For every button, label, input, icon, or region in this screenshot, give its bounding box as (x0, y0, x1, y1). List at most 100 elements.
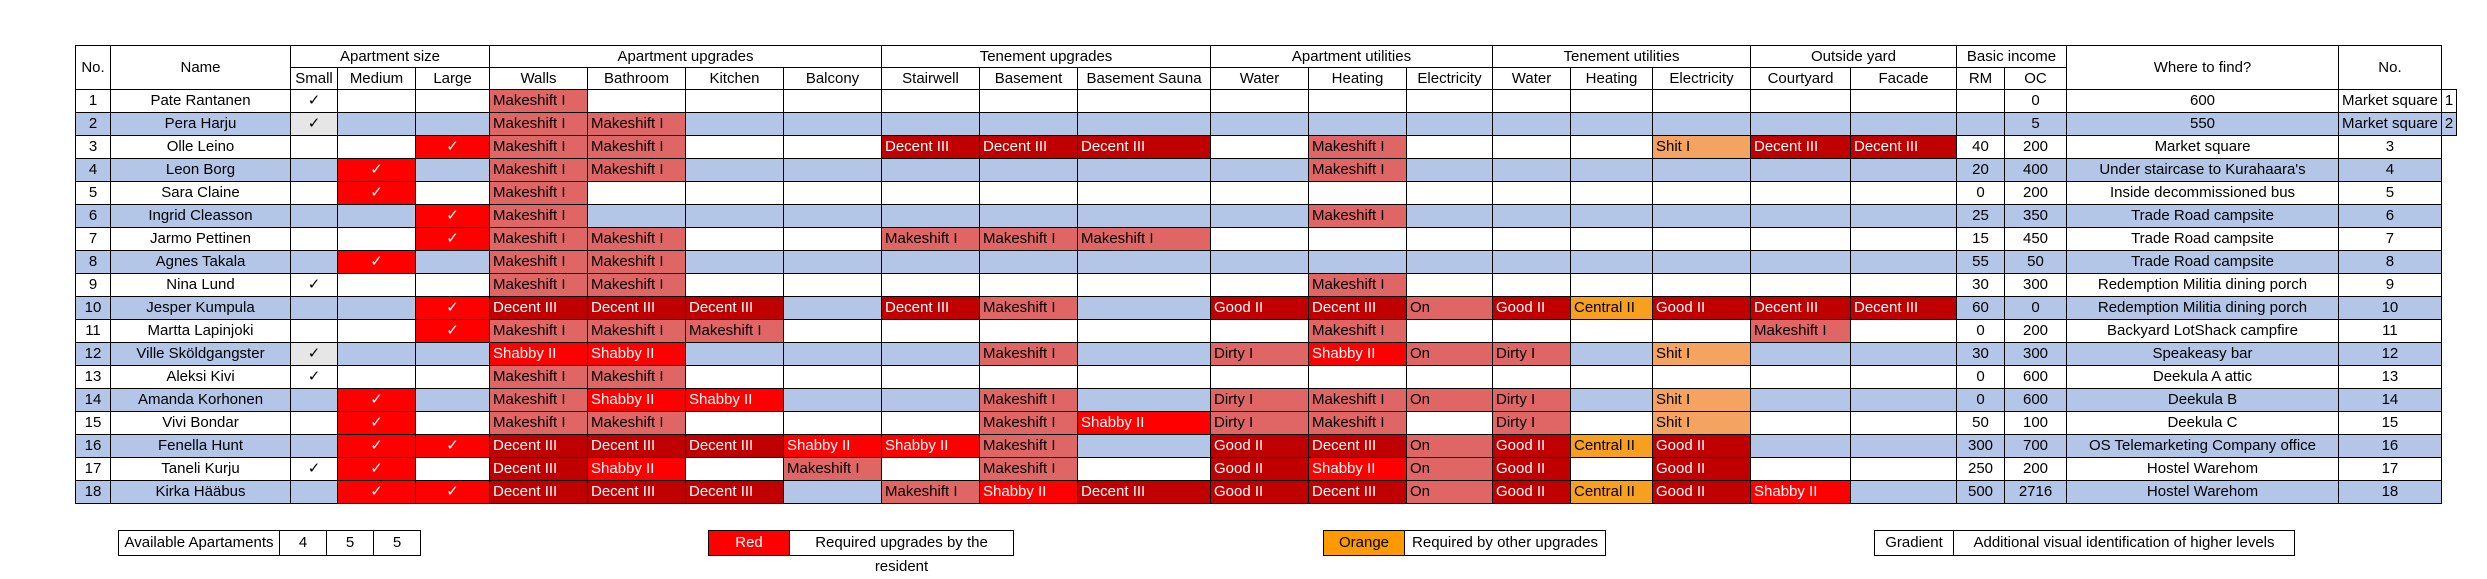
upgrade-cell: Good II (1492, 434, 1571, 458)
upgrade-cell (1308, 181, 1407, 205)
upgrade-cell (1077, 342, 1211, 366)
upgrade-cell: Makeshift I (489, 89, 588, 113)
upgrade-cell: Dirty I (1210, 342, 1309, 366)
upgrade-cell: Good II (1210, 296, 1309, 320)
upgrade-cell (685, 457, 784, 481)
resident-name: Jarmo Pettinen (110, 227, 291, 251)
upgrade-cell (881, 388, 980, 412)
location: Speakeasy bar (2066, 342, 2339, 366)
upgrade-cell: Makeshift I (783, 457, 882, 481)
upgrade-cell (1850, 273, 1957, 297)
upgrade-cell (783, 342, 882, 366)
upgrade-cell: Decent III (489, 480, 588, 504)
upgrade-cell (881, 250, 980, 274)
upgrade-cell (1570, 158, 1653, 182)
resident-name: Pera Harju (110, 112, 291, 136)
size-small-cell (290, 158, 338, 182)
upgrade-cell (1077, 89, 1211, 113)
upgrade-cell (1570, 135, 1653, 159)
upgrade-cell: Decent III (587, 296, 686, 320)
legend-red-swatch: Red (709, 531, 790, 555)
upgrade-cell (783, 273, 882, 297)
upgrade-cell (1750, 227, 1851, 251)
upgrade-cell (685, 250, 784, 274)
upgrade-cell: Makeshift I (1750, 319, 1851, 343)
upgrade-cell (1652, 181, 1751, 205)
location: Redemption Militia dining porch (2066, 296, 2339, 320)
legend-available-medium: 5 (327, 531, 374, 555)
upgrade-cell (1077, 365, 1211, 389)
upgrade-cell (1210, 158, 1309, 182)
upgrade-cell (1652, 365, 1751, 389)
table-row: 13 Aleksi Kivi ✓ Makeshift I Makeshift I 0 600… (75, 365, 2457, 389)
table-row: 3 Olle Leino ✓ Makeshift I Makeshift I Decent… (75, 135, 2457, 159)
upgrade-cell (1570, 273, 1653, 297)
upgrade-cell (1492, 227, 1571, 251)
legend: Available Apartaments 4 5 5 Red Required… (118, 530, 2368, 575)
upgrade-cell (1652, 250, 1751, 274)
size-medium-cell (337, 89, 416, 113)
row-number-right: 3 (2338, 135, 2442, 159)
upgrade-cell: Shabby II (1308, 342, 1407, 366)
upgrade-spreadsheet: No. Name Apartment size Apartment upgrad… (75, 45, 2458, 504)
upgrade-cell: Makeshift I (979, 296, 1078, 320)
income-rm: 0 (1956, 365, 2005, 389)
upgrade-cell (1956, 112, 2005, 136)
upgrade-cell: Makeshift I (587, 365, 686, 389)
upgrade-cell: Makeshift I (1308, 388, 1407, 412)
table-row: 11 Martta Lapinjoki ✓ Makeshift I Makeshift … (75, 319, 2457, 343)
row-number-right: 9 (2338, 273, 2442, 297)
row-number-right: 14 (2338, 388, 2442, 412)
size-large-cell: ✓ (415, 480, 490, 504)
upgrade-cell: On (1406, 457, 1493, 481)
upgrade-cell: Makeshift I (979, 457, 1078, 481)
resident-name: Kirka Hääbus (110, 480, 291, 504)
upgrade-cell: Decent III (587, 480, 686, 504)
upgrade-cell (1406, 273, 1493, 297)
location: Trade Road campsite (2066, 227, 2339, 251)
table-row: 2 Pera Harju ✓ Makeshift I Makeshift I 5 550 Ma… (75, 112, 2458, 136)
upgrade-cell (1850, 89, 1957, 113)
upgrade-cell: Decent III (489, 434, 588, 458)
upgrade-cell: On (1406, 480, 1493, 504)
upgrade-cell: Makeshift I (1308, 411, 1407, 435)
upgrade-cell (1406, 365, 1493, 389)
income-rm: 500 (1956, 480, 2005, 504)
upgrade-cell: Makeshift I (979, 342, 1078, 366)
upgrade-cell: Makeshift I (489, 227, 588, 251)
upgrade-cell: Good II (1652, 296, 1751, 320)
upgrade-cell (1077, 204, 1211, 228)
header-col-10: Water (1210, 67, 1309, 90)
size-large-cell (415, 112, 490, 136)
income-oc: 200 (2004, 457, 2067, 481)
upgrade-cell (1077, 250, 1211, 274)
upgrade-cell (979, 204, 1078, 228)
size-large-cell: ✓ (415, 296, 490, 320)
upgrade-cell: Shabby II (1308, 457, 1407, 481)
table-row: 5 Sara Claine ✓ Makeshift I 0 200 Inside decom… (75, 181, 2457, 205)
upgrade-cell: On (1406, 296, 1493, 320)
resident-name: Jesper Kumpula (110, 296, 291, 320)
location: Market square (2066, 135, 2339, 159)
upgrade-cell: Dirty I (1210, 388, 1309, 412)
upgrade-cell (783, 158, 882, 182)
upgrade-cell (1406, 112, 1493, 136)
size-medium-cell (337, 365, 416, 389)
row-number-right: 17 (2338, 457, 2442, 481)
size-large-cell (415, 273, 490, 297)
upgrade-cell (1570, 89, 1653, 113)
header-outside-yard: Outside yard (1750, 45, 1957, 68)
row-number: 12 (75, 342, 111, 366)
upgrade-cell (1077, 296, 1211, 320)
resident-name: Amanda Korhonen (110, 388, 291, 412)
upgrade-cell (979, 89, 1078, 113)
upgrade-cell: Shabby II (587, 342, 686, 366)
size-small-cell (290, 204, 338, 228)
upgrade-cell (1077, 434, 1211, 458)
upgrade-cell (1850, 319, 1957, 343)
upgrade-cell (1850, 112, 1957, 136)
location: Market square (2338, 89, 2442, 113)
upgrade-cell: Decent III (1750, 135, 1851, 159)
row-number-right: 16 (2338, 434, 2442, 458)
